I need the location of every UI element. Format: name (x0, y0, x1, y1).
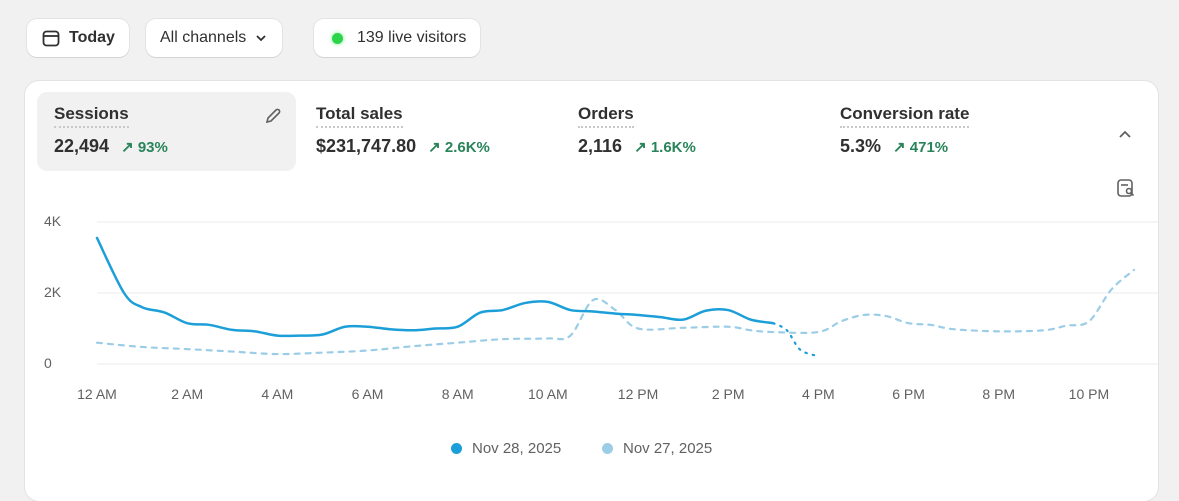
metric-total-sales[interactable]: Total sales $231,747.80 ↗ 2.6K% (299, 92, 549, 171)
metric-value: 5.3% (840, 136, 882, 156)
x-tick-label: 4 AM (261, 386, 294, 402)
metric-delta: ↗ 2.6K% (428, 139, 490, 156)
date-range-button[interactable]: Today (27, 19, 129, 57)
x-tick-label: 10 AM (528, 386, 568, 402)
x-tick-label: 12 AM (77, 386, 117, 402)
analytics-card: Sessions 22,494 ↗ 93% Total sales $231,74… (25, 81, 1158, 501)
legend-label: Nov 28, 2025 (472, 440, 562, 457)
metric-orders[interactable]: Orders 2,116 ↗ 1.6K% (561, 92, 811, 171)
live-visitors-button[interactable]: 139 live visitors (314, 19, 481, 57)
metric-delta: ↗ 93% (121, 139, 168, 156)
x-tick-label: 8 AM (441, 386, 474, 402)
calendar-icon (42, 30, 60, 47)
metric-value: 2,116 (578, 136, 623, 156)
chevron-up-icon[interactable] (1117, 127, 1133, 143)
y-tick-label: 2K (44, 284, 62, 300)
series-line-dotted (772, 322, 820, 358)
x-tick-label: 10 PM (1068, 386, 1110, 402)
channel-select[interactable]: All channels (146, 19, 283, 57)
metric-label: Conversion rate (840, 104, 970, 128)
series-line-solid (95, 236, 775, 338)
x-tick-label: 8 PM (982, 386, 1016, 402)
live-visitors-label: 139 live visitors (357, 29, 467, 46)
pencil-icon[interactable] (263, 106, 283, 126)
date-range-label: Today (69, 29, 115, 46)
y-tick-label: 4K (44, 213, 62, 229)
metric-value: 22,494 (54, 136, 110, 156)
series-line-dashed (95, 268, 1136, 356)
search-report-icon[interactable] (1116, 178, 1136, 198)
live-indicator-icon (332, 32, 343, 44)
x-tick-label: 2 AM (171, 386, 204, 402)
chevron-down-icon (256, 35, 266, 42)
metric-conversion-rate[interactable]: Conversion rate 5.3% ↗ 471% (823, 92, 1073, 171)
metric-delta: ↗ 1.6K% (634, 139, 696, 156)
metric-label: Orders (578, 104, 634, 128)
legend-swatch (451, 443, 462, 454)
metric-label: Sessions (54, 104, 129, 128)
legend-label: Nov 27, 2025 (623, 440, 713, 457)
metric-delta: ↗ 471% (893, 139, 949, 156)
channel-label: All channels (160, 29, 247, 46)
x-tick-label: 6 AM (351, 386, 384, 402)
legend-item-nov-27[interactable]: Nov 27, 2025 (602, 440, 712, 457)
sessions-chart (95, 221, 1158, 365)
x-tick-label: 2 PM (711, 386, 745, 402)
x-tick-label: 12 PM (617, 386, 659, 402)
y-tick-label: 0 (44, 355, 52, 371)
metric-sessions[interactable]: Sessions 22,494 ↗ 93% (37, 92, 296, 171)
x-tick-label: 4 PM (802, 386, 835, 402)
legend-item-nov-28[interactable]: Nov 28, 2025 (451, 440, 561, 457)
metric-value: $231,747.80 (316, 136, 417, 156)
x-tick-label: 6 PM (892, 386, 925, 402)
metric-label: Total sales (316, 104, 403, 128)
legend-swatch (602, 443, 613, 454)
